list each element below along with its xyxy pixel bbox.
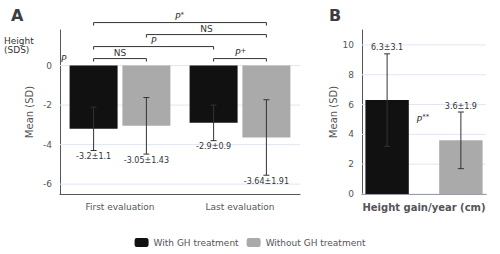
svg-text:6: 6 [348,100,354,110]
svg-text:B: B [329,6,341,25]
svg-text:-3.64±1.91: -3.64±1.91 [244,177,289,186]
svg-text:P: P [61,54,67,64]
svg-text:Mean (SD): Mean (SD) [24,86,35,138]
svg-text:2: 2 [348,159,354,169]
svg-text:First evaluation: First evaluation [85,202,154,212]
svg-text:8: 8 [348,70,354,80]
svg-text:P: P [174,12,181,23]
svg-text:-3.2±1.1: -3.2±1.1 [76,152,111,161]
svg-text:NS: NS [200,24,213,34]
svg-text:Height gain/year (cm): Height gain/year (cm) [362,202,485,213]
svg-text:P: P [151,36,157,46]
svg-text:A: A [11,6,24,25]
svg-text:-2.9±0.9: -2.9±0.9 [196,142,231,151]
svg-text:0: 0 [46,61,52,71]
svg-text:Mean (SD): Mean (SD) [328,86,339,138]
svg-text:**: ** [422,113,430,121]
svg-text:3.6±1.9: 3.6±1.9 [445,102,477,111]
svg-text:Last evaluation: Last evaluation [206,202,275,212]
svg-text:0: 0 [348,189,354,199]
svg-text:With GH treatment: With GH treatment [154,238,240,248]
svg-text:NS: NS [114,48,127,58]
svg-text:(SDS): (SDS) [4,45,29,55]
svg-text:-2: -2 [43,100,52,110]
svg-text:*: * [181,11,185,19]
svg-text:6.3±3.1: 6.3±3.1 [371,43,403,52]
svg-text:10: 10 [343,40,355,50]
svg-text:Height: Height [4,35,34,46]
svg-text:-3.05±1.43: -3.05±1.43 [124,156,169,165]
svg-text:-6: -6 [43,179,52,189]
svg-text:+: + [241,47,247,55]
svg-text:P: P [234,48,241,59]
svg-text:P: P [416,115,422,126]
svg-text:-4: -4 [43,140,52,150]
svg-text:4: 4 [348,129,354,139]
svg-text:Without GH treatment: Without GH treatment [266,238,366,248]
